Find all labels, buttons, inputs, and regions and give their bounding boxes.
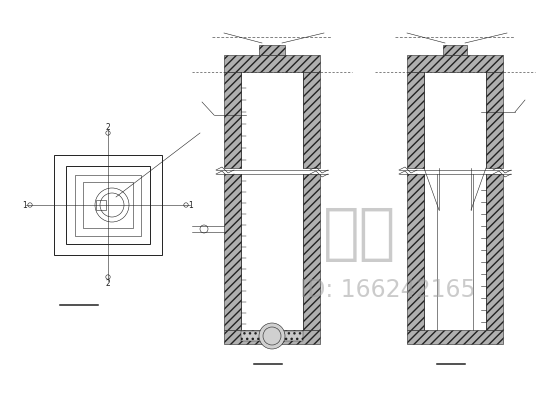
Bar bbox=[66, 166, 150, 244]
Bar bbox=[96, 200, 106, 210]
Bar bbox=[407, 72, 424, 168]
Bar bbox=[224, 55, 320, 72]
Bar bbox=[486, 72, 503, 168]
Text: ID: 166242165: ID: 166242165 bbox=[300, 278, 476, 302]
Text: 1: 1 bbox=[189, 200, 193, 210]
Bar bbox=[224, 174, 241, 330]
Bar bbox=[224, 72, 241, 168]
Bar bbox=[303, 72, 320, 168]
Bar bbox=[407, 55, 503, 72]
Bar bbox=[407, 330, 503, 344]
Bar bbox=[303, 174, 320, 330]
Bar bbox=[486, 174, 503, 330]
Bar bbox=[54, 155, 162, 255]
Bar bbox=[75, 174, 141, 236]
Text: 知乎: 知乎 bbox=[323, 205, 396, 265]
Bar bbox=[83, 182, 133, 228]
Text: 2: 2 bbox=[106, 278, 110, 288]
Bar bbox=[407, 174, 424, 330]
Text: 1: 1 bbox=[22, 200, 27, 210]
Bar bbox=[241, 331, 303, 341]
Bar bbox=[259, 45, 285, 55]
Circle shape bbox=[259, 323, 285, 349]
Bar bbox=[224, 330, 320, 344]
Text: 2: 2 bbox=[106, 123, 110, 131]
Bar bbox=[443, 45, 467, 55]
